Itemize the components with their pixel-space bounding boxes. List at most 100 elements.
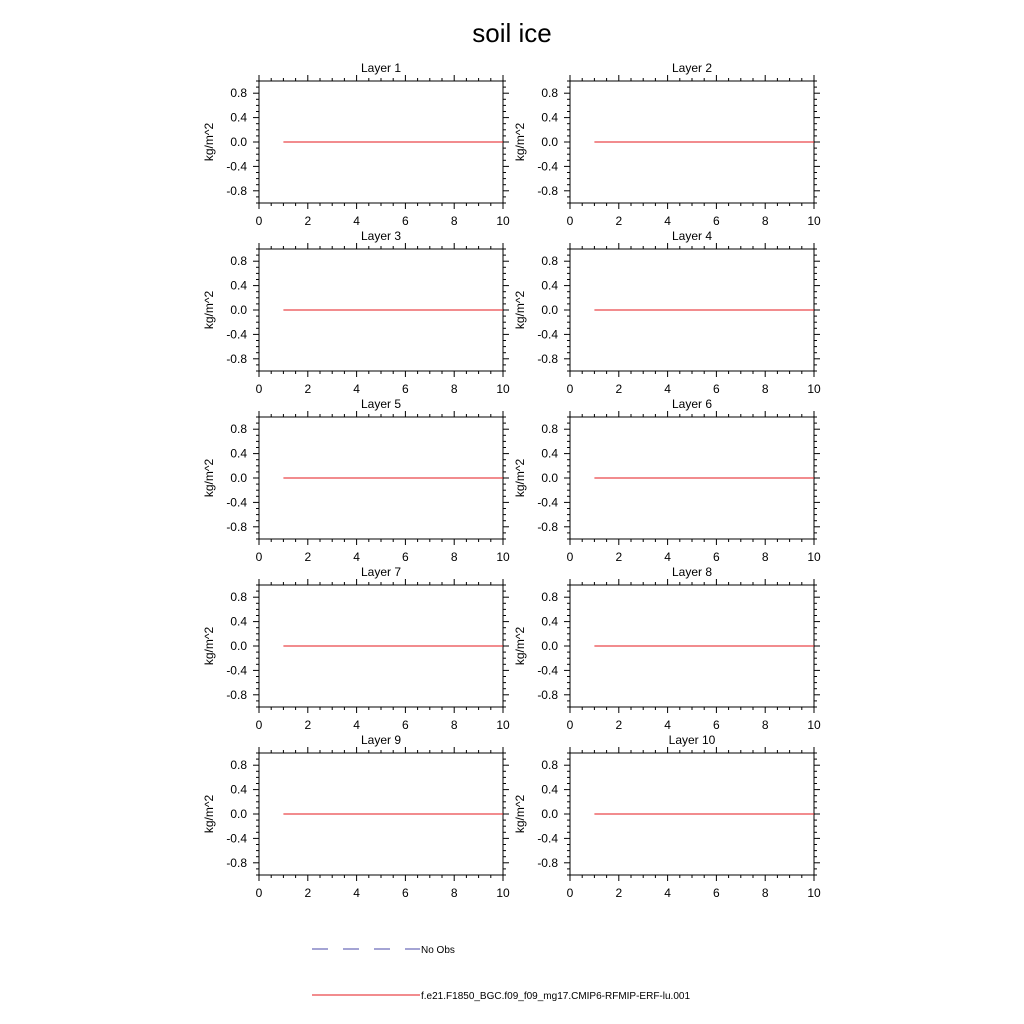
panel-layer-4: Layer 4 kg/m^2 0 2 4 6 8 10 -0.8 -0.4 0.0 0.4 0.8 bbox=[513, 229, 821, 396]
y-tick-label: 0.0 bbox=[541, 135, 558, 149]
x-tick-label: 6 bbox=[713, 718, 720, 732]
panel-title: Layer 3 bbox=[361, 229, 401, 243]
y-axis-label: kg/m^2 bbox=[202, 291, 216, 330]
y-tick-label: 0.4 bbox=[230, 279, 247, 293]
x-tick-label: 4 bbox=[353, 886, 360, 900]
y-tick-label: -0.8 bbox=[537, 520, 558, 534]
y-tick-label: 0.8 bbox=[541, 590, 558, 604]
x-tick-label: 4 bbox=[664, 718, 671, 732]
panel-layer-9: Layer 9 kg/m^2 0 2 4 6 8 10 -0.8 -0.4 0.0 0.4 0.8 bbox=[202, 733, 510, 900]
y-tick-label: -0.8 bbox=[537, 352, 558, 366]
y-tick-label: 0.4 bbox=[541, 279, 558, 293]
panel-layer-6: Layer 6 kg/m^2 0 2 4 6 8 10 -0.8 -0.4 0.0 0.4 0.8 bbox=[513, 397, 821, 564]
x-tick-label: 6 bbox=[402, 718, 409, 732]
y-tick-label: 0.0 bbox=[541, 303, 558, 317]
y-axis-label: kg/m^2 bbox=[202, 795, 216, 834]
x-tick-label: 4 bbox=[664, 550, 671, 564]
y-tick-label: 0.4 bbox=[541, 783, 558, 797]
panel-title: Layer 1 bbox=[361, 61, 401, 75]
x-tick-label: 4 bbox=[353, 214, 360, 228]
y-tick-label: 0.8 bbox=[541, 758, 558, 772]
x-tick-label: 8 bbox=[451, 214, 458, 228]
y-tick-label: 0.4 bbox=[230, 783, 247, 797]
y-tick-label: 0.0 bbox=[541, 471, 558, 485]
x-tick-label: 10 bbox=[807, 886, 821, 900]
panel-layer-1: Layer 1 kg/m^2 0 2 4 6 8 10 -0.8 -0.4 0.0 0.4 0.8 bbox=[202, 61, 510, 228]
x-tick-label: 8 bbox=[762, 886, 769, 900]
panel-layer-5: Layer 5 kg/m^2 0 2 4 6 8 10 -0.8 -0.4 0.0 0.4 0.8 bbox=[202, 397, 510, 564]
x-tick-label: 2 bbox=[304, 886, 311, 900]
x-tick-label: 4 bbox=[353, 382, 360, 396]
y-tick-label: 0.8 bbox=[230, 422, 247, 436]
x-tick-label: 0 bbox=[567, 550, 574, 564]
y-tick-label: 0.8 bbox=[541, 254, 558, 268]
y-tick-label: -0.8 bbox=[226, 688, 247, 702]
x-tick-label: 8 bbox=[451, 382, 458, 396]
y-tick-label: 0.4 bbox=[541, 447, 558, 461]
y-tick-label: -0.4 bbox=[226, 495, 247, 509]
y-tick-label: 0.8 bbox=[541, 422, 558, 436]
y-axis-label: kg/m^2 bbox=[513, 459, 527, 498]
x-tick-label: 10 bbox=[807, 382, 821, 396]
y-tick-label: 0.8 bbox=[541, 86, 558, 100]
y-tick-label: -0.8 bbox=[537, 688, 558, 702]
x-tick-label: 0 bbox=[256, 382, 263, 396]
y-tick-label: -0.4 bbox=[226, 663, 247, 677]
x-tick-label: 2 bbox=[615, 382, 622, 396]
y-tick-label: -0.8 bbox=[226, 856, 247, 870]
x-tick-label: 2 bbox=[615, 718, 622, 732]
x-tick-label: 4 bbox=[664, 382, 671, 396]
x-tick-label: 8 bbox=[762, 550, 769, 564]
y-tick-label: -0.4 bbox=[537, 831, 558, 845]
x-tick-label: 8 bbox=[762, 718, 769, 732]
x-tick-label: 0 bbox=[256, 886, 263, 900]
y-tick-label: 0.8 bbox=[230, 86, 247, 100]
figure-title: soil ice bbox=[472, 18, 551, 48]
panel-title: Layer 9 bbox=[361, 733, 401, 747]
y-axis-label: kg/m^2 bbox=[202, 123, 216, 162]
y-tick-label: 0.8 bbox=[230, 254, 247, 268]
x-tick-label: 6 bbox=[402, 214, 409, 228]
y-tick-label: 0.4 bbox=[230, 111, 247, 125]
y-tick-label: 0.4 bbox=[230, 447, 247, 461]
panel-title: Layer 5 bbox=[361, 397, 401, 411]
panel-layer-2: Layer 2 kg/m^2 0 2 4 6 8 10 -0.8 -0.4 0.0 0.4 0.8 bbox=[513, 61, 821, 228]
x-tick-label: 6 bbox=[402, 382, 409, 396]
panel-title: Layer 10 bbox=[669, 733, 716, 747]
x-tick-label: 10 bbox=[496, 214, 510, 228]
x-tick-label: 10 bbox=[807, 718, 821, 732]
panel-title: Layer 4 bbox=[672, 229, 712, 243]
x-tick-label: 2 bbox=[304, 382, 311, 396]
y-tick-label: 0.4 bbox=[541, 615, 558, 629]
x-tick-label: 2 bbox=[304, 718, 311, 732]
x-tick-label: 2 bbox=[304, 214, 311, 228]
x-tick-label: 0 bbox=[256, 550, 263, 564]
legend-label-no-obs: No Obs bbox=[421, 945, 455, 956]
x-tick-label: 6 bbox=[713, 550, 720, 564]
y-tick-label: 0.0 bbox=[541, 639, 558, 653]
y-tick-label: 0.0 bbox=[230, 303, 247, 317]
x-tick-label: 2 bbox=[304, 550, 311, 564]
legend-label-model-run: f.e21.F1850_BGC.f09_f09_mg17.CMIP6-RFMIP… bbox=[421, 991, 690, 1002]
x-tick-label: 0 bbox=[567, 886, 574, 900]
x-tick-label: 4 bbox=[664, 214, 671, 228]
panel-layer-7: Layer 7 kg/m^2 0 2 4 6 8 10 -0.8 -0.4 0.0 0.4 0.8 bbox=[202, 565, 510, 732]
y-tick-label: 0.0 bbox=[230, 135, 247, 149]
x-tick-label: 0 bbox=[256, 214, 263, 228]
y-tick-label: -0.4 bbox=[537, 663, 558, 677]
y-axis-label: kg/m^2 bbox=[513, 123, 527, 162]
panel-grid: Layer 1kg/m^20 2 4 6 8 10-0.8-0.40.00.40.8Lay… bbox=[202, 61, 821, 900]
y-tick-label: -0.4 bbox=[226, 159, 247, 173]
y-tick-label: 0.8 bbox=[230, 758, 247, 772]
y-tick-label: -0.8 bbox=[226, 184, 247, 198]
x-tick-label: 10 bbox=[807, 550, 821, 564]
x-tick-label: 10 bbox=[496, 718, 510, 732]
y-tick-label: 0.8 bbox=[230, 590, 247, 604]
y-tick-label: 0.0 bbox=[230, 807, 247, 821]
x-tick-label: 8 bbox=[451, 718, 458, 732]
y-axis-label: kg/m^2 bbox=[513, 291, 527, 330]
y-tick-label: -0.8 bbox=[226, 352, 247, 366]
y-tick-label: -0.4 bbox=[226, 327, 247, 341]
y-tick-label: -0.8 bbox=[226, 520, 247, 534]
x-tick-label: 4 bbox=[353, 550, 360, 564]
